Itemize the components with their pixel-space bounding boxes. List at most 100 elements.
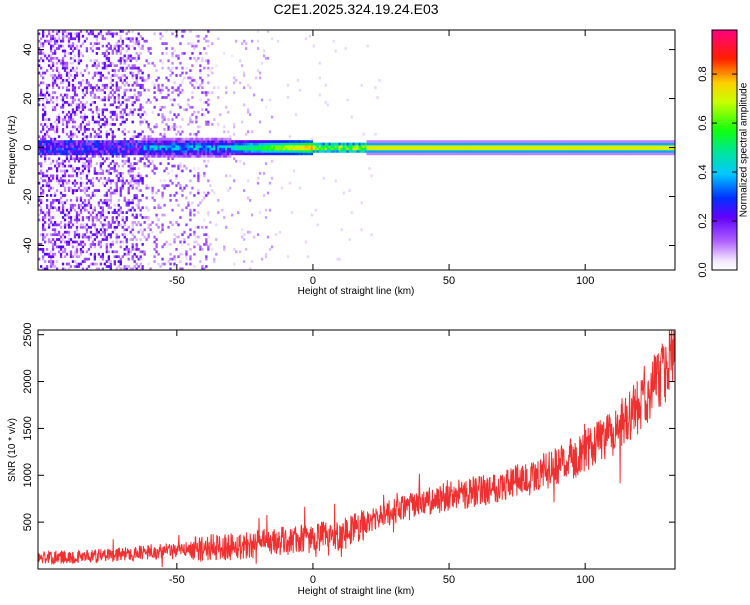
heatmap-cell (113, 208, 116, 212)
heatmap-cell (141, 216, 144, 219)
heatmap-cell (85, 176, 89, 180)
heatmap-cell (95, 233, 99, 237)
heatmap-cell (63, 174, 67, 178)
heatmap-cell (173, 147, 176, 151)
heatmap-cell (151, 196, 154, 200)
heatmap-cell (155, 216, 158, 219)
heatmap-cell (278, 152, 282, 156)
heatmap-cell (348, 238, 351, 241)
heatmap-cell (569, 147, 572, 151)
heatmap-cell (79, 176, 83, 180)
heatmap-cell (587, 152, 590, 156)
heatmap-cell (663, 140, 666, 143)
heatmap-cell (334, 145, 337, 148)
heatmap-cell (85, 150, 89, 153)
heatmap-cell (69, 174, 73, 178)
heatmap-cell (103, 216, 106, 219)
heatmap-cell (515, 150, 519, 153)
heatmap-cell (258, 140, 262, 143)
heatmap-cell (57, 145, 61, 148)
heatmap-cell (97, 47, 101, 50)
heatmap-cell (205, 150, 208, 153)
heatmap-cell (211, 247, 214, 251)
heatmap-cell (117, 96, 120, 99)
heatmap-cell (39, 123, 43, 126)
heatmap-cell (239, 150, 242, 153)
heatmap-cell (396, 142, 399, 146)
heatmap-cell (111, 140, 114, 143)
heatmap-cell (559, 147, 562, 151)
heatmap-cell (249, 113, 252, 117)
heatmap-cell (43, 113, 47, 117)
heatmap-cell (119, 56, 122, 60)
heatmap-cell (585, 150, 588, 153)
heatmap-cell (229, 142, 232, 146)
heatmap-cell (71, 157, 75, 161)
heatmap-cell (249, 142, 252, 146)
heatmap-cell (191, 78, 194, 82)
heatmap-cell (51, 34, 55, 38)
heatmap-cell (125, 218, 128, 222)
heatmap-cell (53, 76, 57, 80)
heatmap-cell (264, 147, 268, 151)
heatmap-cell (63, 69, 67, 72)
heatmap-cell (71, 203, 75, 207)
heatmap-cell (79, 181, 83, 185)
heatmap-cell (201, 140, 204, 143)
heatmap-cell (141, 145, 144, 148)
heatmap-cell (471, 145, 475, 148)
heatmap-cell (203, 91, 206, 94)
heatmap-cell (91, 184, 95, 188)
heatmap-cell (121, 164, 124, 168)
heatmap-cell (137, 172, 140, 175)
heatmap-cell (237, 147, 240, 151)
heatmap-cell (41, 267, 45, 270)
heatmap-cell (199, 83, 202, 87)
heatmap-cell (175, 132, 178, 136)
heatmap-cell (209, 145, 212, 148)
heatmap-cell (161, 154, 164, 158)
heatmap-cell (115, 49, 118, 53)
heatmap-cell (213, 145, 216, 148)
heatmap-cell (49, 39, 53, 43)
heatmap-cell (185, 140, 188, 143)
heatmap-cell (625, 142, 628, 146)
heatmap-cell (73, 203, 77, 207)
heatmap-cell (67, 189, 71, 192)
heatmap-cell (141, 181, 144, 185)
heatmap-cell (450, 152, 453, 156)
heatmap-cell (119, 262, 122, 266)
heatmap-cell (93, 262, 97, 266)
heatmap-cell (49, 203, 53, 207)
heatmap-cell (344, 47, 347, 50)
heatmap-cell (57, 181, 61, 185)
heatmap-cell (105, 140, 108, 143)
heatmap-cell (235, 159, 238, 163)
heatmap-cell (491, 140, 495, 143)
heatmap-cell (667, 150, 670, 153)
heatmap-cell (103, 37, 106, 41)
heatmap-cell (193, 240, 196, 244)
heatmap-cell (410, 152, 413, 156)
heatmap-cell (67, 225, 71, 229)
heatmap-cell (557, 150, 560, 153)
heatmap-cell (199, 69, 202, 72)
heatmap-cell (302, 142, 306, 146)
heatmap-cell (211, 140, 214, 143)
heatmap-cell (193, 150, 196, 153)
heatmap-cell (181, 118, 184, 121)
heatmap-cell (207, 44, 210, 48)
heatmap-cell (119, 142, 122, 146)
heatmap-cell (217, 152, 220, 156)
heatmap-cell (272, 150, 276, 153)
heatmap-cell (157, 140, 160, 143)
heatmap-cell (75, 32, 79, 36)
heatmap-cell (583, 140, 586, 143)
heatmap-cell (229, 147, 232, 151)
heatmap-cell (129, 59, 132, 63)
heatmap-cell (57, 34, 61, 38)
heatmap-cell (215, 223, 218, 227)
heatmap-cell (657, 150, 660, 153)
heatmap-cell (312, 147, 315, 151)
heatmap-cell (65, 243, 69, 246)
